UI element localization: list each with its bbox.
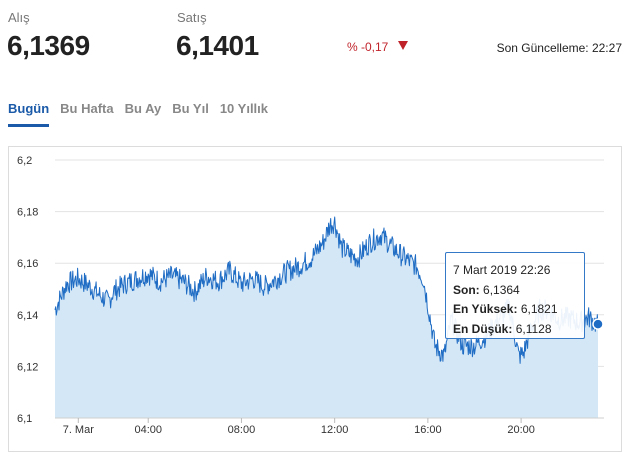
down-arrow-icon — [398, 41, 408, 50]
y-tick-label: 6,1 — [17, 413, 32, 425]
x-tick-label: 7. Mar — [63, 424, 95, 436]
y-tick-label: 6,12 — [17, 361, 38, 373]
y-tick-label: 6,14 — [17, 310, 38, 322]
x-tick-label: 12:00 — [321, 424, 349, 436]
tab-this-week[interactable]: Bu Hafta — [60, 101, 114, 116]
x-tick-label: 08:00 — [228, 424, 256, 436]
sell-value: 6,1401 — [176, 30, 259, 61]
tooltip-last-label: Son: — [453, 282, 480, 297]
tab-this-month[interactable]: Bu Ay — [124, 101, 162, 116]
tab-this-year[interactable]: Bu Yıl — [172, 101, 209, 116]
x-tick-label: 16:00 — [414, 424, 442, 436]
x-tick-label: 04:00 — [134, 424, 162, 436]
tooltip-low-value: 6,1128 — [515, 321, 552, 336]
tooltip-low: En Düşük: 6,1128 — [453, 320, 584, 340]
tooltip-date: 7 Mart 2019 22:26 — [453, 263, 551, 277]
buy-label: Alış — [8, 10, 30, 25]
change-percent: % -0,17 — [347, 40, 389, 54]
tab-today[interactable]: Bugün — [8, 101, 50, 127]
buy-value: 6,1369 — [7, 30, 90, 61]
tooltip-high-label: En Yüksek: — [453, 302, 518, 316]
chart-frame — [8, 146, 622, 452]
y-tick-label: 6,18 — [17, 207, 38, 219]
tooltip-last-value: 6,1364 — [483, 282, 520, 297]
sell-label: Satış — [177, 10, 207, 25]
tooltip-last: Son: 6,1364 — [453, 281, 584, 301]
tooltip-high: En Yüksek: 6,1821 — [453, 300, 584, 320]
chart-tooltip: 7 Mart 2019 22:26 Son: 6,1364 En Yüksek:… — [445, 252, 585, 339]
y-tick-label: 6,16 — [17, 258, 38, 270]
last-update: Son Güncelleme: 22:27 — [496, 41, 622, 55]
price-area — [55, 217, 598, 418]
tooltip-low-label: En Düşük: — [453, 321, 513, 336]
y-tick-label: 6,2 — [17, 155, 32, 167]
tab-10-years[interactable]: 10 Yıllık — [219, 101, 269, 116]
tooltip-high-value: 6,1821 — [520, 302, 558, 316]
highlight-point[interactable] — [592, 318, 604, 330]
period-tabs: Bugün Bu Hafta Bu Ay Bu Yıl 10 Yıllık — [8, 101, 268, 127]
x-tick-label: 20:00 — [507, 424, 535, 436]
